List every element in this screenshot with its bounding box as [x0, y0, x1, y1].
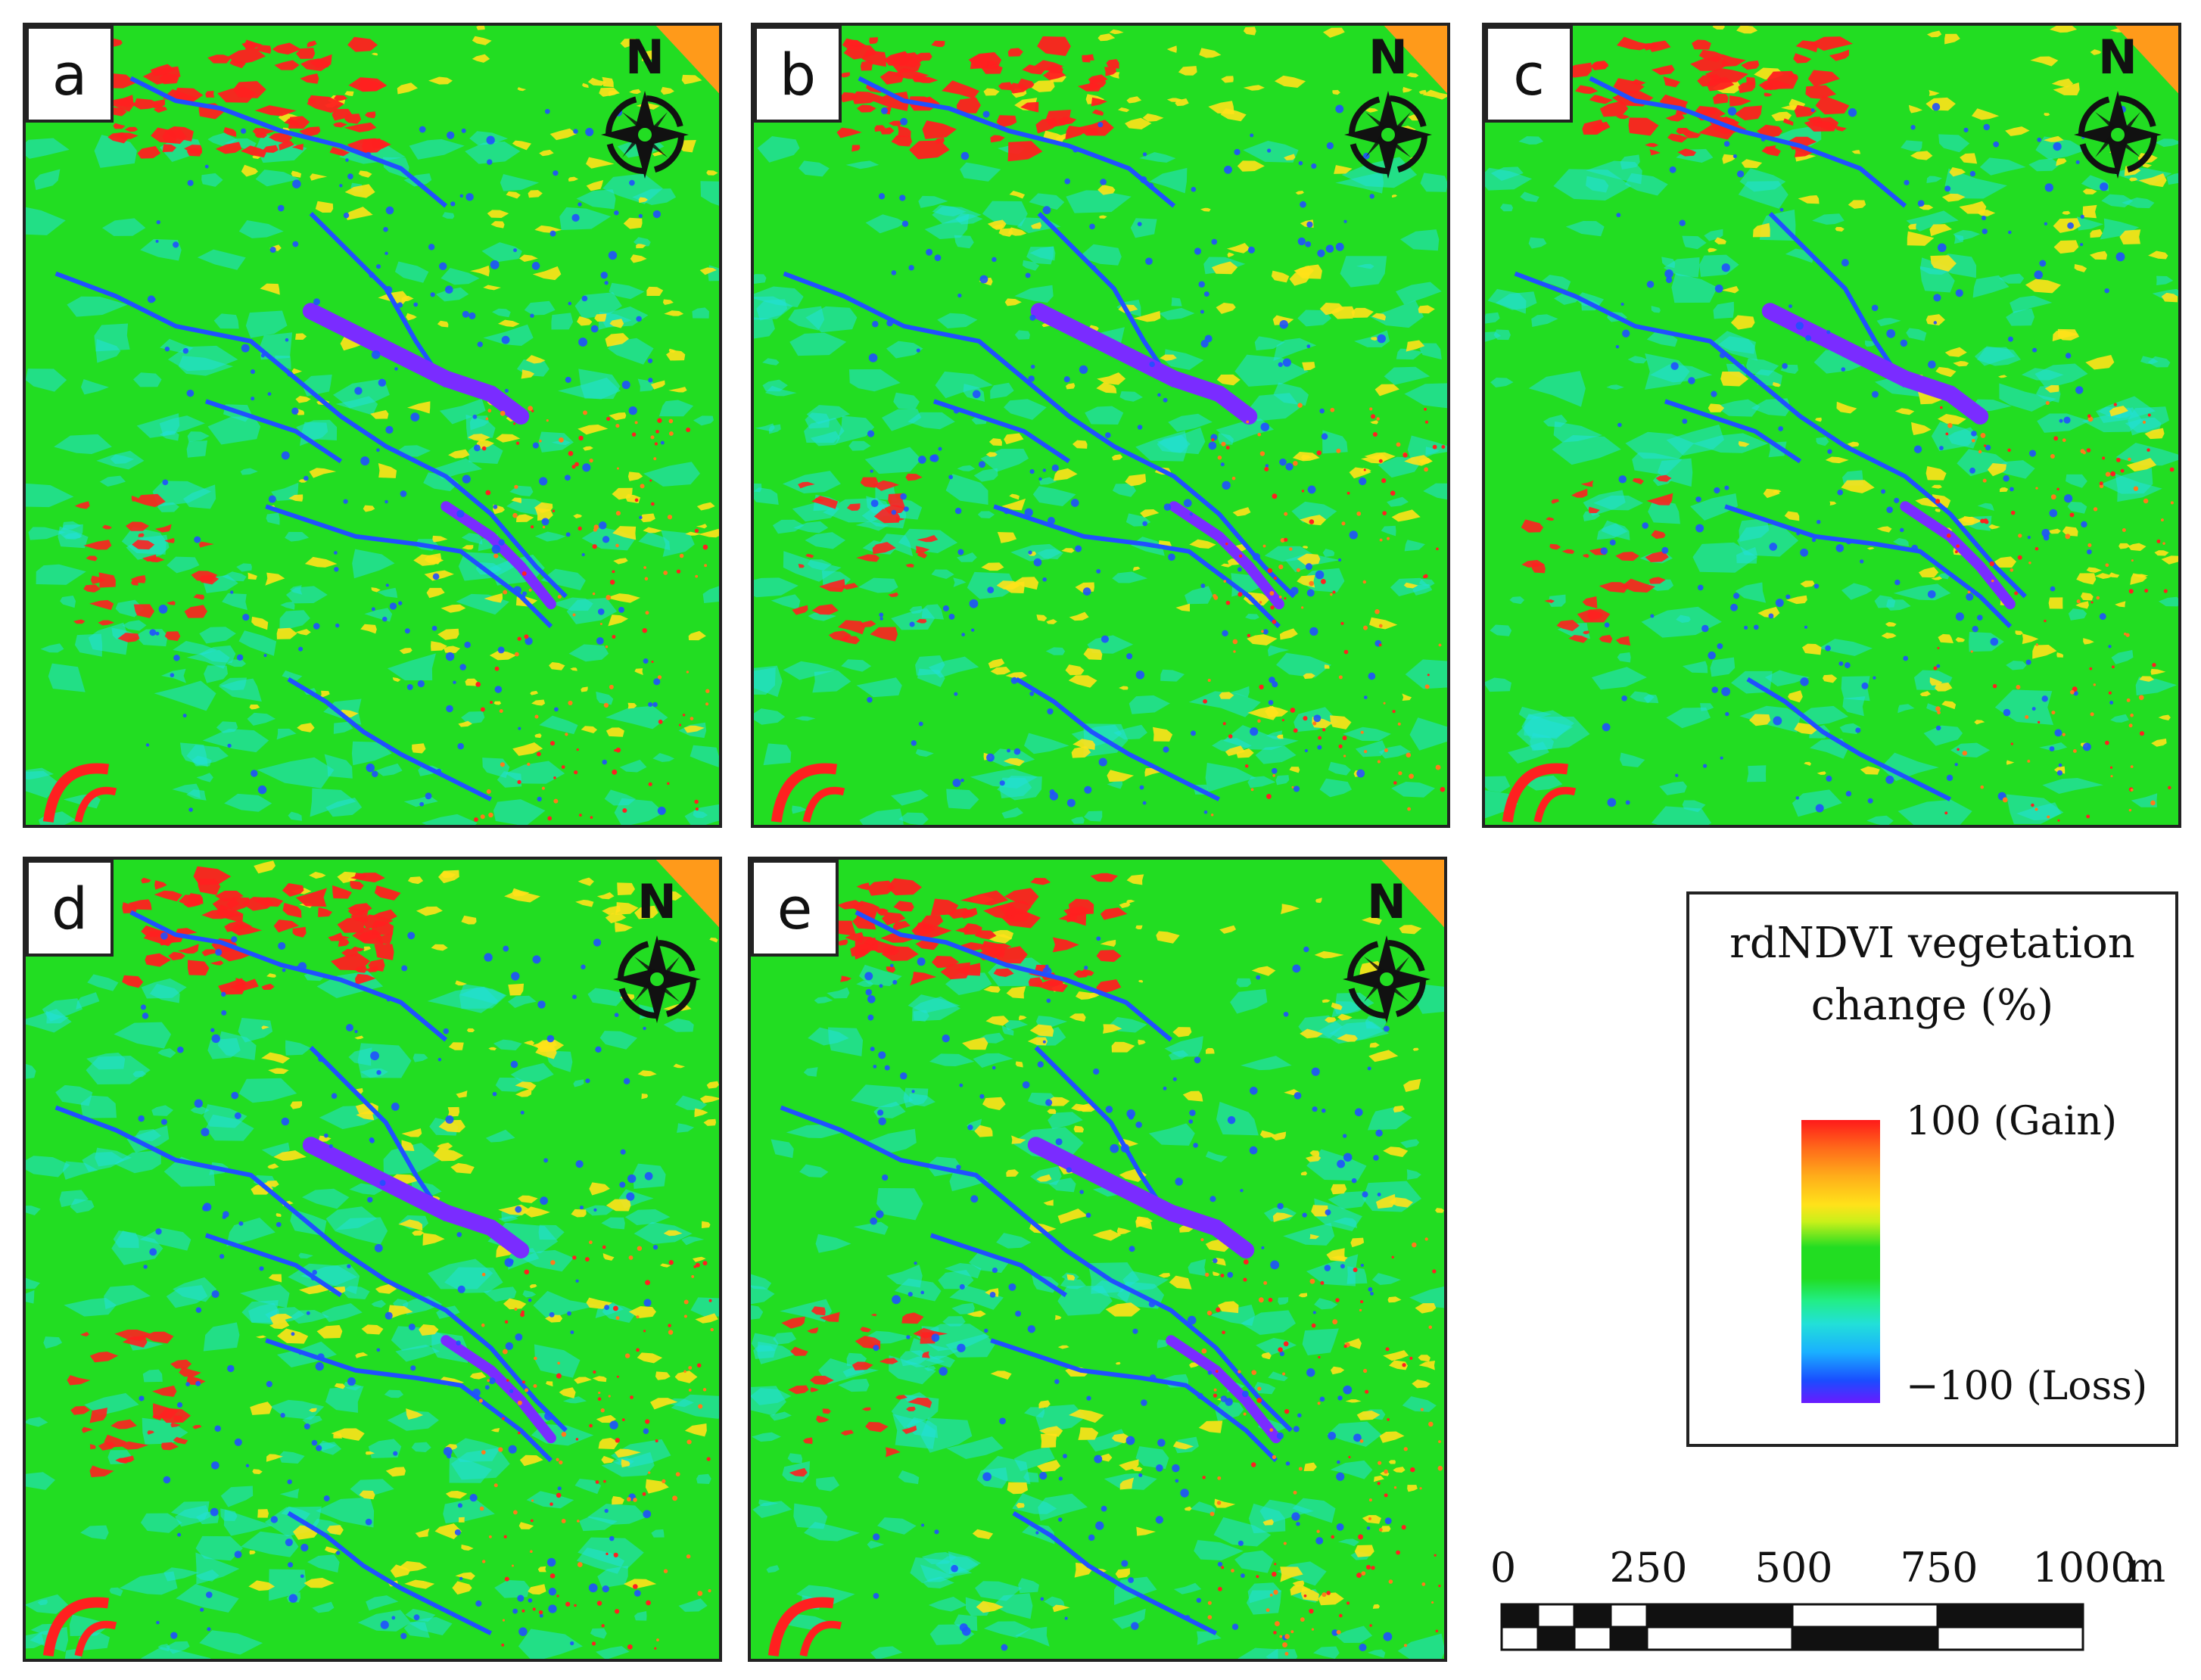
rdndvi-map-b [754, 26, 1447, 825]
legend-min-label: −100 (Loss) [1906, 1364, 2148, 1409]
map-panel-d: d [23, 857, 722, 1662]
north-arrow-a: N [598, 33, 692, 192]
north-letter: N [625, 30, 665, 85]
north-arrow-c: N [2071, 33, 2165, 192]
rdndvi-map-d [26, 860, 719, 1659]
legend-title-line2: change (%) [1810, 981, 2054, 1030]
legend-max-label: 100 (Gain) [1906, 1099, 2118, 1144]
legend-title: rdNDVI vegetation change (%) [1689, 913, 2175, 1037]
scale-unit: m [2127, 1544, 2166, 1591]
compass-rose-icon [1343, 935, 1430, 1023]
scale-tick-500: 500 [1754, 1544, 1833, 1591]
north-arrow-e: N [1340, 878, 1434, 1037]
north-letter: N [637, 874, 677, 929]
legend-title-line1: rdNDVI vegetation [1729, 919, 2135, 968]
legend-color-ramp [1801, 1120, 1880, 1403]
north-arrow-b: N [1341, 33, 1435, 192]
panel-label-e: e [751, 860, 839, 957]
rdndvi-map-e [751, 860, 1444, 1659]
panel-label-d: d [26, 860, 114, 957]
panel-label-a: a [26, 26, 114, 123]
scale-tick-1000: 1000 [2032, 1544, 2137, 1591]
compass-rose-icon [601, 91, 689, 179]
panel-label-c: c [1485, 26, 1573, 123]
north-letter: N [2098, 30, 2137, 85]
scale-tick-750: 750 [1900, 1544, 1978, 1591]
scale-tick-250: 250 [1609, 1544, 1688, 1591]
map-panel-c: c [1482, 23, 2181, 828]
map-panel-e: e [748, 857, 1447, 1662]
rdndvi-map-c [1485, 26, 2178, 825]
compass-rose-icon [2074, 91, 2162, 179]
north-letter: N [1368, 30, 1408, 85]
compass-rose-icon [1344, 91, 1432, 179]
scale-bar-graphic [1500, 1603, 2084, 1651]
panel-label-b: b [754, 26, 842, 123]
north-arrow-d: N [610, 878, 704, 1037]
color-legend: rdNDVI vegetation change (%) 100 (Gain) … [1686, 891, 2178, 1447]
scale-tick-0: 0 [1490, 1544, 1517, 1591]
scale-bar: 0 250 500 750 1000 m [1483, 1544, 2165, 1665]
compass-rose-icon [613, 935, 701, 1023]
north-letter: N [1367, 874, 1406, 929]
map-panel-b: b [751, 23, 1450, 828]
